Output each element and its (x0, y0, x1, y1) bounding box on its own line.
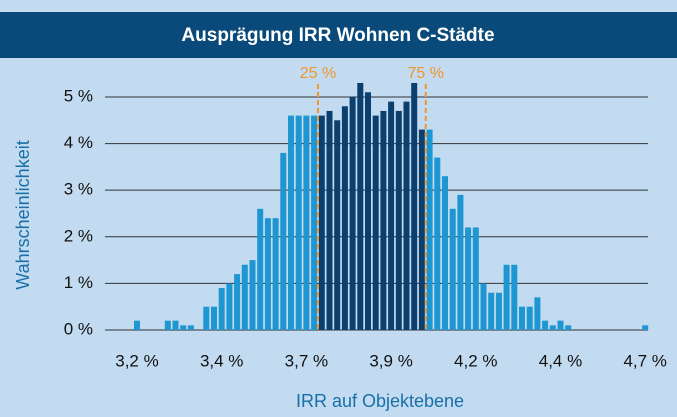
bar (272, 218, 279, 330)
bar (295, 115, 302, 330)
bar (534, 297, 541, 330)
bar (288, 115, 294, 330)
bar (457, 194, 464, 330)
bar (434, 157, 441, 330)
bar (380, 110, 387, 330)
bar (388, 101, 395, 330)
y-tick-label: 5 % (64, 86, 93, 105)
x-tick-label: 3,2 % (115, 351, 158, 370)
quantile-label: 75 % (408, 65, 444, 82)
x-tick-label: 4,2 % (454, 351, 497, 370)
x-axis-title: IRR auf Objektebene (296, 391, 464, 411)
bar (326, 110, 333, 330)
bar (172, 320, 179, 330)
bar (211, 306, 217, 330)
x-tick-label: 4,4 % (539, 351, 582, 370)
y-tick-label: 4 % (64, 133, 93, 152)
title-band (0, 12, 677, 58)
bar (411, 82, 418, 330)
bar (349, 96, 356, 330)
x-tick-label: 3,9 % (369, 351, 412, 370)
x-tick-label: 3,4 % (200, 351, 243, 370)
bar (303, 115, 310, 330)
bar (480, 283, 487, 330)
y-tick-label: 2 % (64, 226, 93, 245)
x-tick-label: 4,7 % (623, 351, 666, 370)
bar (426, 129, 433, 330)
bar (488, 292, 495, 330)
bar (203, 306, 210, 330)
bar (557, 320, 564, 330)
bar (249, 260, 256, 330)
bar (311, 115, 318, 330)
bar (334, 120, 341, 331)
quantile-label: 25 % (300, 65, 336, 82)
bar (449, 208, 456, 330)
bar (526, 306, 533, 330)
bar (403, 101, 410, 330)
y-tick-label: 1 % (64, 273, 93, 292)
bar (134, 320, 140, 330)
y-tick-label: 0 % (64, 319, 93, 338)
bar (234, 274, 241, 330)
bar (418, 129, 425, 330)
bar (442, 176, 448, 330)
bar (519, 306, 525, 330)
bar (642, 325, 649, 330)
bar (503, 264, 510, 330)
bar (218, 288, 225, 330)
bar (187, 325, 194, 330)
bar (395, 110, 402, 330)
bar (241, 264, 248, 330)
bar (372, 115, 379, 330)
bar (472, 227, 479, 330)
x-tick-label: 3,7 % (285, 351, 328, 370)
bar (318, 115, 325, 330)
chart-title: Ausprägung IRR Wohnen C-Städte (181, 25, 494, 46)
bar (264, 218, 271, 330)
bar (542, 320, 549, 330)
bar (511, 264, 518, 330)
bar (465, 227, 472, 330)
bar (164, 320, 171, 330)
bar (365, 92, 371, 330)
bar (357, 82, 364, 330)
y-tick-label: 3 % (64, 180, 93, 199)
bar (257, 208, 264, 330)
bar (495, 292, 502, 330)
bar (565, 325, 572, 330)
bar (226, 283, 233, 330)
bar (180, 325, 187, 330)
bar (549, 325, 556, 330)
y-axis-title: Wahrscheinlichkeit (13, 140, 33, 289)
bar (280, 152, 287, 330)
bar (341, 106, 348, 331)
